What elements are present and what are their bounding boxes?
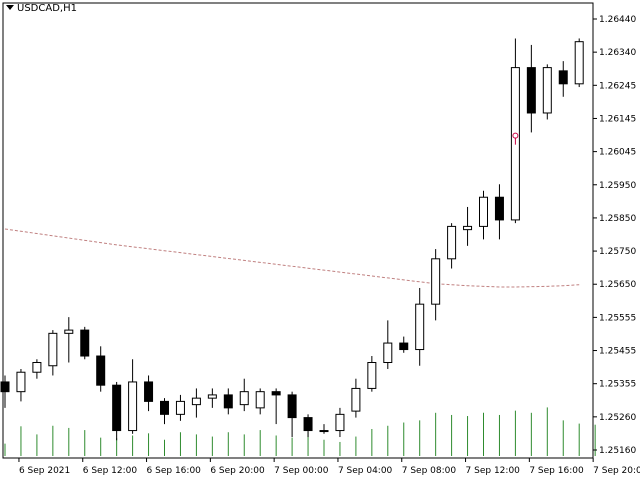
candle-body bbox=[271, 391, 281, 396]
y-tick-label: 1.26045 bbox=[599, 148, 636, 158]
candle-body bbox=[207, 394, 217, 399]
candle-body bbox=[128, 381, 138, 432]
candle-body bbox=[96, 355, 106, 386]
y-tick-label: 1.26145 bbox=[599, 114, 636, 124]
x-tick-label: 7 Sep 16:00 bbox=[529, 466, 584, 476]
candle-body bbox=[494, 196, 504, 221]
candle-body bbox=[112, 384, 122, 432]
y-tick-label: 1.26440 bbox=[599, 15, 636, 25]
y-tick-label: 1.25850 bbox=[599, 214, 636, 224]
candle-body bbox=[367, 362, 377, 389]
candle-body bbox=[64, 329, 74, 334]
candle-body bbox=[574, 41, 584, 85]
candle-body bbox=[319, 430, 329, 433]
candle-body bbox=[191, 397, 201, 406]
plot-frame bbox=[2, 2, 594, 459]
candle-body bbox=[399, 342, 409, 351]
candle-body bbox=[351, 387, 361, 412]
candle-body bbox=[0, 381, 10, 393]
candle-body bbox=[526, 67, 536, 114]
candle-body bbox=[335, 413, 345, 432]
candle-body bbox=[558, 70, 568, 85]
x-tick-label: 6 Sep 12:00 bbox=[83, 466, 138, 476]
moving-average-line bbox=[4, 228, 580, 288]
candle-body bbox=[144, 381, 154, 402]
candle-body bbox=[32, 362, 42, 373]
candle-body bbox=[16, 371, 26, 393]
candle-body bbox=[239, 391, 249, 406]
y-tick-label: 1.26245 bbox=[599, 81, 636, 91]
y-tick-label: 1.25260 bbox=[599, 413, 636, 423]
x-tick-label: 7 Sep 00:00 bbox=[274, 466, 329, 476]
candle-body bbox=[303, 417, 313, 432]
candle-body bbox=[48, 332, 58, 367]
y-tick-label: 1.26340 bbox=[599, 48, 636, 58]
candle-body bbox=[160, 400, 169, 415]
symbol-timeframe-label: USDCAD,H1 bbox=[17, 3, 77, 14]
y-tick-label: 1.25950 bbox=[599, 181, 636, 191]
candle-body bbox=[447, 225, 457, 260]
x-tick-label: 7 Sep 20:00 bbox=[593, 466, 640, 476]
candle-body bbox=[255, 391, 265, 409]
candle-body bbox=[80, 329, 90, 357]
y-tick-label: 1.25160 bbox=[599, 446, 636, 456]
candle-body bbox=[415, 303, 425, 351]
candle-body bbox=[431, 258, 441, 305]
y-tick-label: 1.25355 bbox=[599, 380, 636, 390]
x-tick-label: 7 Sep 12:00 bbox=[466, 466, 521, 476]
x-tick-label: 6 Sep 16:00 bbox=[147, 466, 202, 476]
x-tick-label: 7 Sep 04:00 bbox=[338, 466, 393, 476]
candle-body bbox=[287, 394, 297, 419]
y-tick-label: 1.25750 bbox=[599, 247, 636, 257]
y-tick-label: 1.25650 bbox=[599, 280, 636, 290]
dropdown-triangle-icon bbox=[6, 5, 14, 10]
candle-body bbox=[223, 394, 233, 409]
y-tick-label: 1.25555 bbox=[599, 313, 636, 323]
candle-body bbox=[542, 67, 552, 114]
x-tick-label: 6 Sep 2021 bbox=[19, 466, 70, 476]
candle-body bbox=[479, 196, 488, 227]
chart-title[interactable]: USDCAD,H1 bbox=[6, 3, 77, 14]
candle-body bbox=[463, 225, 473, 231]
x-tick-label: 6 Sep 20:00 bbox=[210, 466, 265, 476]
x-tick-label: 7 Sep 08:00 bbox=[402, 466, 457, 476]
candle-body bbox=[383, 342, 393, 364]
candle-body bbox=[175, 400, 185, 415]
y-tick-label: 1.25455 bbox=[599, 347, 636, 357]
